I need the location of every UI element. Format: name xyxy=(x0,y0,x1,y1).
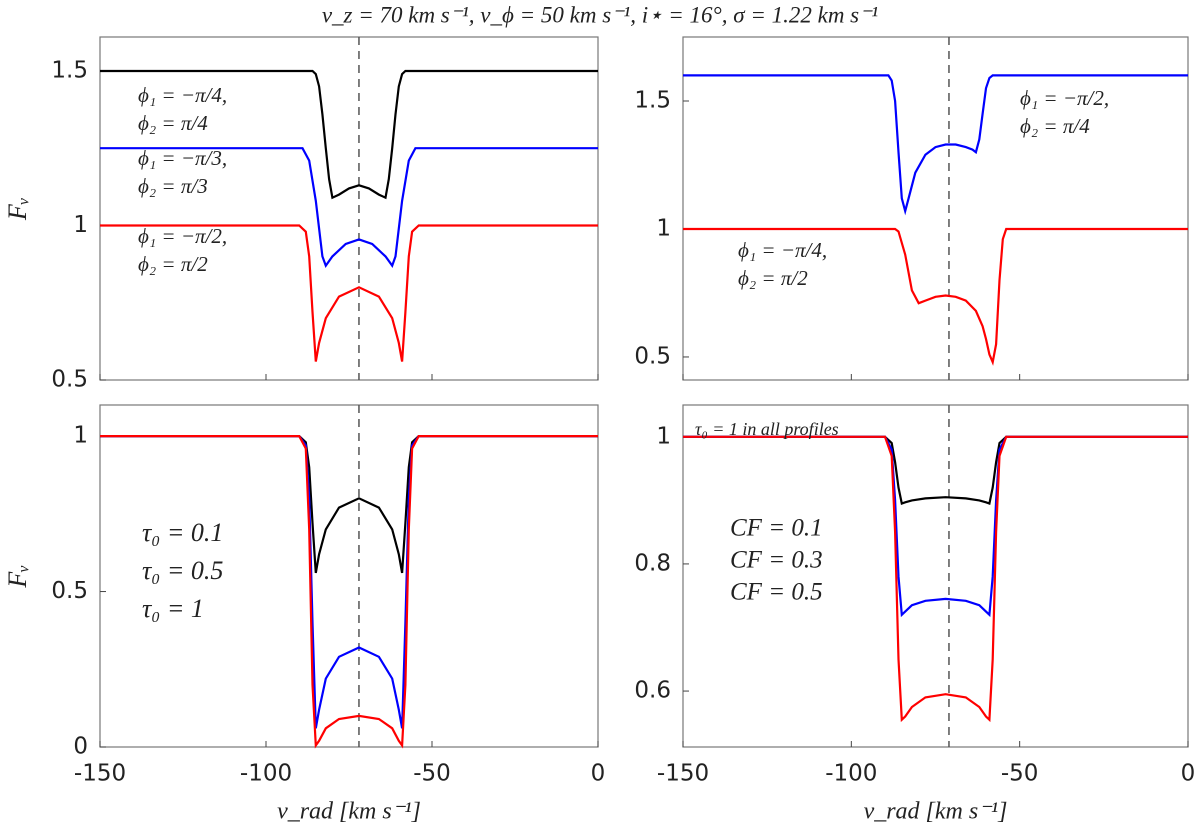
y-tick-label: 0 xyxy=(73,734,88,760)
data-line xyxy=(100,435,598,574)
data-line xyxy=(683,435,1188,618)
y-tick-label: 1.5 xyxy=(51,57,88,83)
data-line xyxy=(683,435,1188,723)
x-tick-label: -150 xyxy=(74,761,126,787)
y-tick-label: 0.6 xyxy=(634,678,671,704)
x-axis-label: v_rad [km s⁻¹] xyxy=(864,799,1008,825)
plot-area xyxy=(682,404,1189,748)
plot-area xyxy=(99,404,599,748)
plot-area xyxy=(682,36,1189,381)
y-tick-label: 0.5 xyxy=(634,343,671,369)
legend-entry: CF = 0.5 xyxy=(730,579,823,606)
y-axis-label: Fᵥ xyxy=(3,564,32,588)
series-label: ϕ₂ = π/2 xyxy=(138,252,208,276)
x-tick-label: -100 xyxy=(825,761,877,787)
series-label: ϕ₁ = −π/4, xyxy=(738,238,827,262)
plot-area xyxy=(99,36,599,381)
y-tick-label: 0.8 xyxy=(634,550,671,576)
x-tick-label: -100 xyxy=(240,761,292,787)
legend-entry: τ₀ = 0.5 xyxy=(142,556,223,585)
y-tick-label: 0.5 xyxy=(51,578,88,604)
series-label: ϕ₁ = −π/4, xyxy=(138,83,227,107)
series-label: ϕ₁ = −π/2, xyxy=(1020,86,1109,110)
y-tick-label: 1 xyxy=(73,423,88,449)
y-tick-label: 1 xyxy=(656,423,671,449)
y-tick-label: 1 xyxy=(73,212,88,238)
data-line xyxy=(683,227,1188,366)
legend-entry: τ₀ = 0.1 xyxy=(142,518,223,547)
series-label: ϕ₂ = π/2 xyxy=(738,266,808,290)
data-line xyxy=(100,224,598,362)
x-tick-label: 0 xyxy=(1181,761,1196,787)
data-line xyxy=(100,435,598,749)
legend-entry: τ₀ = 1 xyxy=(142,594,204,623)
x-axis-label: v_rad [km s⁻¹] xyxy=(277,799,421,825)
x-tick-label: -50 xyxy=(1001,761,1039,787)
legend-entry: CF = 0.1 xyxy=(730,515,823,542)
y-tick-label: 1 xyxy=(656,215,671,241)
series-label: ϕ₂ = π/4 xyxy=(1020,114,1090,138)
x-tick-label: -150 xyxy=(657,761,709,787)
data-line xyxy=(100,435,598,729)
y-tick-label: 1.5 xyxy=(634,87,671,113)
series-label: ϕ₁ = −π/2, xyxy=(138,224,227,248)
series-label: ϕ₂ = π/3 xyxy=(138,174,208,198)
y-tick-label: 0.5 xyxy=(51,367,88,393)
x-tick-label: -50 xyxy=(413,761,451,787)
y-axis-label: Fᵥ xyxy=(3,197,32,221)
data-line xyxy=(100,69,598,200)
data-line xyxy=(683,435,1188,505)
x-tick-label: 0 xyxy=(591,761,606,787)
series-label: ϕ₂ = π/4 xyxy=(138,111,208,135)
figure-title: v_z = 70 km s⁻¹, v_ϕ = 50 km s⁻¹, i⋆ = 1… xyxy=(322,2,878,27)
data-line xyxy=(100,147,598,269)
legend-entry: CF = 0.3 xyxy=(730,547,823,574)
data-line xyxy=(683,74,1188,216)
series-label: ϕ₁ = −π/3, xyxy=(138,146,227,170)
annotation: τ₀ = 1 in all profiles xyxy=(695,419,839,439)
